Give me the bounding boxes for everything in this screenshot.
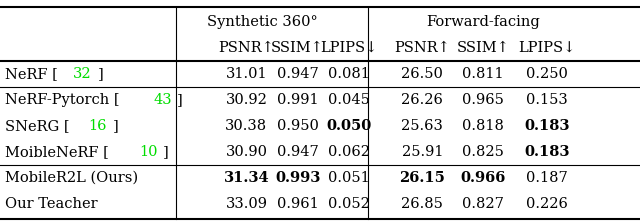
Text: ]: ] bbox=[177, 93, 183, 107]
Text: 26.50: 26.50 bbox=[401, 67, 444, 81]
Text: MobileR2L (Ours): MobileR2L (Ours) bbox=[5, 171, 138, 185]
Text: 31.01: 31.01 bbox=[225, 67, 268, 81]
Text: 33.09: 33.09 bbox=[225, 197, 268, 211]
Text: SSIM↑: SSIM↑ bbox=[457, 41, 509, 55]
Text: 0.965: 0.965 bbox=[462, 93, 504, 107]
Text: 0.187: 0.187 bbox=[526, 171, 568, 185]
Text: 32: 32 bbox=[74, 67, 92, 81]
Text: 0.081: 0.081 bbox=[328, 67, 370, 81]
Text: 0.051: 0.051 bbox=[328, 171, 370, 185]
Text: 0.947: 0.947 bbox=[276, 67, 319, 81]
Text: 0.947: 0.947 bbox=[276, 145, 319, 159]
Text: 0.153: 0.153 bbox=[526, 93, 568, 107]
Text: NeRF-Pytorch [: NeRF-Pytorch [ bbox=[5, 93, 120, 107]
Text: 0.811: 0.811 bbox=[462, 67, 504, 81]
Text: 26.26: 26.26 bbox=[401, 93, 444, 107]
Text: 0.966: 0.966 bbox=[461, 171, 506, 185]
Text: Synthetic 360°: Synthetic 360° bbox=[207, 15, 318, 29]
Text: LPIPS↓: LPIPS↓ bbox=[320, 41, 378, 55]
Text: 31.34: 31.34 bbox=[223, 171, 269, 185]
Text: 0.045: 0.045 bbox=[328, 93, 370, 107]
Text: PSNR↑: PSNR↑ bbox=[218, 41, 275, 55]
Text: LPIPS↓: LPIPS↓ bbox=[518, 41, 576, 55]
Text: 25.63: 25.63 bbox=[401, 119, 444, 133]
Text: PSNR↑: PSNR↑ bbox=[394, 41, 451, 55]
Text: MoibleNeRF [: MoibleNeRF [ bbox=[5, 145, 109, 159]
Text: SNeRG [: SNeRG [ bbox=[5, 119, 70, 133]
Text: 0.950: 0.950 bbox=[276, 119, 319, 133]
Text: NeRF [: NeRF [ bbox=[5, 67, 58, 81]
Text: 25.91: 25.91 bbox=[402, 145, 443, 159]
Text: 0.825: 0.825 bbox=[462, 145, 504, 159]
Text: 0.827: 0.827 bbox=[462, 197, 504, 211]
Text: 30.90: 30.90 bbox=[225, 145, 268, 159]
Text: Forward-facing: Forward-facing bbox=[426, 15, 540, 29]
Text: 0.183: 0.183 bbox=[524, 145, 570, 159]
Text: ]: ] bbox=[97, 67, 103, 81]
Text: 0.991: 0.991 bbox=[276, 93, 319, 107]
Text: SSIM↑: SSIM↑ bbox=[271, 41, 324, 55]
Text: 0.226: 0.226 bbox=[526, 197, 568, 211]
Text: 26.85: 26.85 bbox=[401, 197, 444, 211]
Text: ]: ] bbox=[113, 119, 118, 133]
Text: 10: 10 bbox=[139, 145, 157, 159]
Text: 30.38: 30.38 bbox=[225, 119, 268, 133]
Text: 0.818: 0.818 bbox=[462, 119, 504, 133]
Text: 30.92: 30.92 bbox=[225, 93, 268, 107]
Text: 0.250: 0.250 bbox=[526, 67, 568, 81]
Text: 0.993: 0.993 bbox=[275, 171, 320, 185]
Text: 0.052: 0.052 bbox=[328, 197, 370, 211]
Text: 0.183: 0.183 bbox=[524, 119, 570, 133]
Text: 26.15: 26.15 bbox=[399, 171, 445, 185]
Text: 0.062: 0.062 bbox=[328, 145, 370, 159]
Text: 43: 43 bbox=[153, 93, 172, 107]
Text: ]: ] bbox=[163, 145, 169, 159]
Text: 0.961: 0.961 bbox=[276, 197, 319, 211]
Text: Our Teacher: Our Teacher bbox=[5, 197, 98, 211]
Text: 16: 16 bbox=[88, 119, 107, 133]
Text: 0.050: 0.050 bbox=[326, 119, 371, 133]
